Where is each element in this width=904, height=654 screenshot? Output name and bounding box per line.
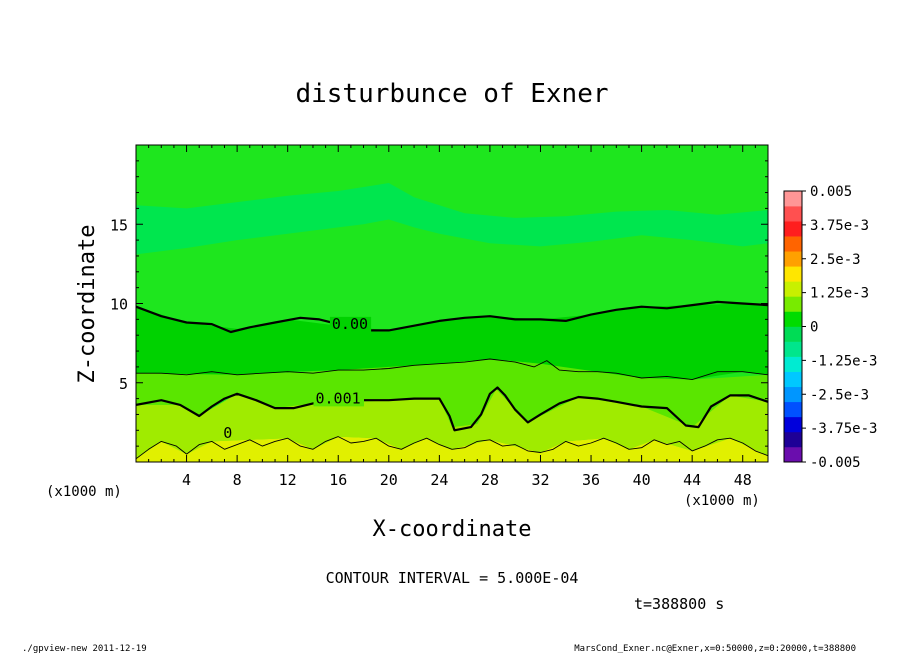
time-label: t=388800 s [634,595,724,613]
contour-label: 0 [223,424,232,442]
colorbar: 0.005 3.75e-3 2.5e-3 1.25e-3 0 -1.25e-3 -2.5e-… [783,184,877,471]
colorbar-label: -2.5e-3 [810,387,869,403]
fill-band-mid-green [136,303,768,380]
colorbar-swatch [784,446,802,463]
colorbar-swatch [784,221,802,237]
x-axis: 4 8 12 16 20 24 28 32 36 40 44 48 [148,145,756,489]
contour-label: 0.00 [332,315,368,333]
fill-band-upper-light [136,183,768,255]
colorbar-swatch [784,251,802,267]
colorbar-swatch [784,401,802,418]
colorbar-swatch [784,206,802,222]
y-axis-title: Z-coordinate [75,225,100,384]
fill-band-yellow-green [136,389,768,459]
x-tick-label: 40 [633,471,651,489]
y-tick-label: 5 [119,375,128,393]
x-tick-label: 8 [233,471,242,489]
contour-label-bg [329,316,372,332]
contour-label-bg [313,391,364,407]
contour-label: 0.001 [315,389,360,407]
colorbar-label: -3.75e-3 [810,421,877,437]
fill-band-lime [136,359,768,428]
x-unit-left: (x1000 m) [46,484,122,500]
y-tick-label: 10 [110,296,128,314]
colorbar-label: -0.005 [810,455,861,471]
x-tick-label: 20 [380,471,398,489]
y-tick-label: 15 [110,216,128,234]
colorbar-swatch [784,371,802,388]
colorbar-label: 1.25e-3 [810,286,869,302]
contour-line [136,386,768,432]
colorbar-swatch [784,326,802,342]
contour-label-bg [221,428,233,441]
x-tick-label: 24 [430,471,448,489]
colorbar-swatch [784,296,802,312]
contour-line [136,300,768,334]
contour-line [136,436,768,460]
colorbar-label: 2.5e-3 [810,252,861,268]
footer-left: ./gpview-new 2011-12-19 [22,644,147,654]
colorbar-swatch [784,416,802,433]
colorbar-label: 0 [810,320,818,336]
y-axis: 5 10 15 [110,160,768,447]
x-tick-label: 12 [279,471,297,489]
colorbar-label: 0.005 [810,184,852,200]
x-tick-label: 32 [531,471,549,489]
colorbar-label: 3.75e-3 [810,218,869,234]
contour-labels: 0.00 0.001 0 [221,315,372,442]
x-tick-label: 48 [734,471,752,489]
contour-lines [136,300,768,460]
contour-line [136,358,768,381]
colorbar-swatch [784,341,802,357]
plot-area: 0.00 0.001 0 [135,144,769,463]
colorbar-swatch [784,356,802,372]
x-tick-label: 28 [481,471,499,489]
x-unit-right: (x1000 m) [684,493,760,509]
x-axis-title: X-coordinate [373,517,532,542]
colorbar-swatch [784,281,802,297]
colorbar-swatch [784,386,802,403]
contour-interval-text: CONTOUR INTERVAL = 5.000E-04 [326,569,579,587]
colorbar-label: -1.25e-3 [810,353,877,369]
colorbar-swatch [784,266,802,282]
chart-title: disturbunce of Exner [295,79,608,109]
colorbar-swatch [784,191,802,207]
x-tick-label: 4 [182,471,191,489]
x-tick-label: 36 [582,471,600,489]
x-tick-label: 16 [329,471,347,489]
footer-right: MarsCond_Exner.nc@Exner,x=0:50000,z=0:20… [574,644,856,654]
colorbar-swatch [784,431,802,448]
contour-fills [136,183,768,462]
x-tick-label: 44 [683,471,701,489]
colorbar-swatch [784,236,802,252]
colorbar-swatch [784,311,802,327]
